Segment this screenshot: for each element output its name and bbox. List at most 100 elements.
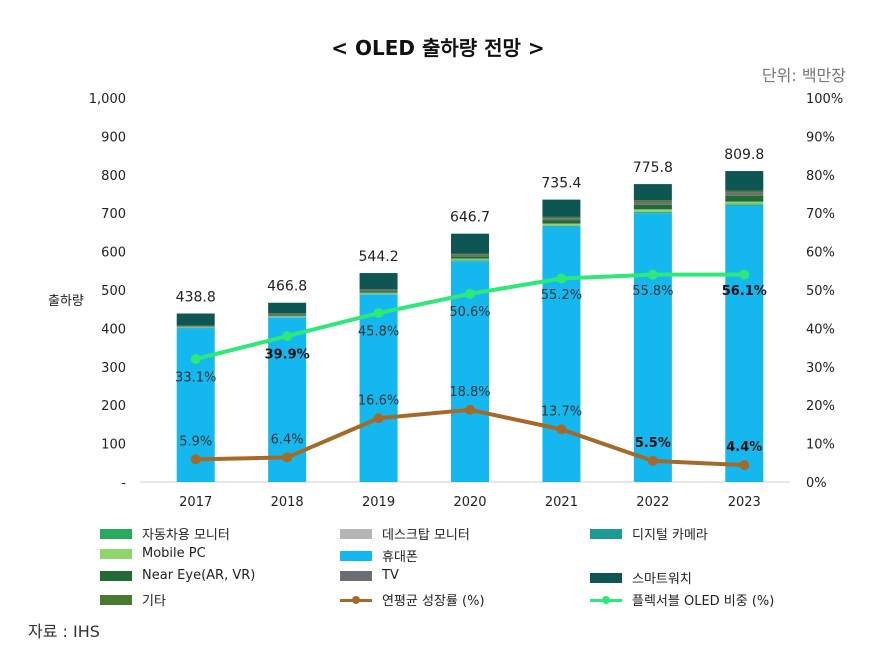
legend-item: 데스크탑 모니터 xyxy=(340,524,470,543)
bar-segment-auto xyxy=(542,225,581,227)
point-cagr_line xyxy=(556,424,567,435)
y-tick-label: 100 xyxy=(101,438,126,453)
bar-segment-tv xyxy=(633,202,672,205)
bar-segment-near_eye xyxy=(633,204,672,210)
legend-item: Near Eye(AR, VR) xyxy=(100,568,255,583)
chart-title: < OLED 출하량 전망 > xyxy=(331,36,545,60)
legend-label: 디지털 카메라 xyxy=(632,528,708,543)
data-label-flexible_line: 50.6% xyxy=(449,305,490,320)
legend-label: 자동차용 모니터 xyxy=(142,528,230,543)
legend-item: 스마트워치 xyxy=(590,568,692,587)
bar-segment-mobile_pc xyxy=(451,258,489,260)
bar-segment-watch xyxy=(542,199,581,217)
bar-segment-watch xyxy=(451,233,489,254)
left-axis-label: 출하량 xyxy=(48,294,84,309)
data-label-flexible_line: 55.8% xyxy=(632,284,673,299)
bar-segment-tv xyxy=(451,254,489,257)
bar-total-label: 809.8 xyxy=(724,147,764,163)
bar-segment-auto xyxy=(451,260,489,262)
legend-swatch xyxy=(100,548,132,559)
data-label-flexible_line: 39.9% xyxy=(265,347,310,362)
bar-segment-mobile_pc xyxy=(542,223,581,226)
bar-segment-mobile_pc xyxy=(268,315,307,317)
y-tick-label: 900 xyxy=(101,130,126,145)
data-label-flexible_line: 55.2% xyxy=(541,288,582,303)
y-tick-label: 600 xyxy=(101,246,126,261)
bar-segment-watch xyxy=(176,313,215,326)
x-tick-label: 2018 xyxy=(271,495,304,510)
bar-segment-near_eye xyxy=(359,291,398,293)
data-label-cagr_line: 5.5% xyxy=(635,436,671,451)
y2-tick-label: 70% xyxy=(806,207,835,222)
point-flexible_line xyxy=(282,331,293,342)
y2-tick-label: 30% xyxy=(806,361,835,376)
bar-total-label: 438.8 xyxy=(176,290,216,306)
bar-segment-tv xyxy=(542,218,581,221)
bar-segment-etc xyxy=(359,289,398,290)
point-cagr_line xyxy=(739,460,750,471)
x-tick-label: 2020 xyxy=(453,495,486,510)
data-label-cagr_line: 16.6% xyxy=(358,393,399,408)
data-label-cagr_line: 6.4% xyxy=(271,432,304,447)
point-flexible_line xyxy=(739,269,750,280)
bar-segment-tv xyxy=(359,290,398,292)
y2-tick-label: 40% xyxy=(806,322,835,337)
legend-item: 디지털 카메라 xyxy=(590,524,708,543)
bar-segment-watch xyxy=(633,184,672,201)
y2-tick-label: 60% xyxy=(806,246,835,261)
x-tick-label: 2022 xyxy=(636,495,669,510)
legend-swatch xyxy=(590,528,622,539)
y2-tick-label: 90% xyxy=(806,130,835,145)
y-tick-label: 400 xyxy=(101,322,126,337)
y2-tick-label: 10% xyxy=(806,438,835,453)
legend-label: 연평균 성장률 (%) xyxy=(382,594,485,609)
bar-segment-watch xyxy=(268,302,307,314)
legend-swatch xyxy=(100,594,132,605)
y-tick-label: - xyxy=(121,476,126,491)
bar-segment-etc xyxy=(633,200,672,203)
bar-total-label: 646.7 xyxy=(450,210,490,226)
legend-label: 데스크탑 모니터 xyxy=(382,528,470,543)
y-tick-label: 700 xyxy=(101,207,126,222)
legend-swatch xyxy=(340,570,372,581)
bar-segment-etc xyxy=(451,253,489,255)
bar-segment-auto xyxy=(725,204,764,206)
legend-label: 스마트워치 xyxy=(632,572,692,587)
x-tick-label: 2019 xyxy=(362,495,395,510)
point-cagr_line xyxy=(282,452,293,463)
y2-tick-label: 20% xyxy=(806,399,835,414)
y-tick-label: 300 xyxy=(101,361,126,376)
y-tick-label: 200 xyxy=(101,399,126,414)
bar-segment-phone xyxy=(359,294,398,482)
bar-segment-phone xyxy=(725,205,764,482)
y-tick-label: 800 xyxy=(101,169,126,184)
bar-segment-etc xyxy=(268,313,307,314)
data-label-cagr_line: 13.7% xyxy=(541,404,582,419)
point-flexible_line xyxy=(373,308,384,319)
bar-segment-phone xyxy=(633,213,672,482)
legend-swatch xyxy=(100,528,132,539)
point-flexible_line xyxy=(465,288,475,299)
bar-segment-tv xyxy=(268,314,307,316)
bar-segment-auto xyxy=(633,212,672,214)
legend-label: 기타 xyxy=(142,594,166,609)
bar-segment-mobile_pc xyxy=(633,209,672,212)
bar-segment-near_eye xyxy=(542,220,581,224)
source-note: 자료 : IHS xyxy=(28,622,100,641)
y-tick-label: 500 xyxy=(101,284,126,299)
y2-tick-label: 0% xyxy=(806,476,827,491)
x-tick-label: 2017 xyxy=(179,495,212,510)
bar-segment-near_eye xyxy=(268,315,307,316)
y2-tick-label: 80% xyxy=(806,169,835,184)
legend-swatch xyxy=(340,550,372,561)
point-cagr_line xyxy=(373,413,384,424)
data-label-flexible_line: 33.1% xyxy=(175,370,216,385)
bar-segment-watch xyxy=(359,273,398,290)
point-flexible_line xyxy=(190,354,201,365)
bar-segment-phone xyxy=(542,226,581,482)
legend-item: 플렉서블 OLED 비중 (%) xyxy=(590,590,774,609)
bar-segment-mobile_pc xyxy=(725,201,764,204)
legend-item: 연평균 성장률 (%) xyxy=(340,590,485,609)
legend-label: 플렉서블 OLED 비중 (%) xyxy=(632,594,775,609)
